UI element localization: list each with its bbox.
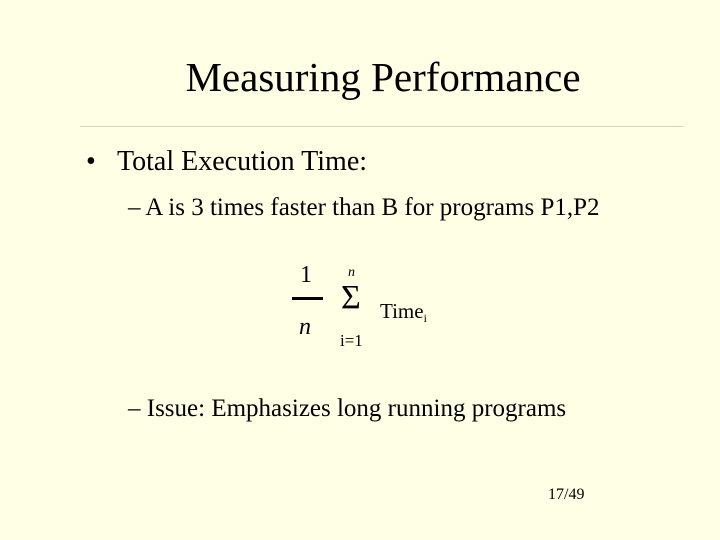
term-text: Time bbox=[380, 299, 424, 323]
fraction-bar bbox=[292, 297, 323, 300]
bullet-text: Total Execution Time: bbox=[117, 146, 368, 177]
term-subscript: i bbox=[423, 311, 427, 325]
slide-title: Measuring Performance bbox=[185, 54, 581, 100]
formula-numerator: 1 bbox=[300, 262, 312, 288]
bullet-icon: • bbox=[86, 146, 96, 177]
sum-lower-limit: i=1 bbox=[340, 331, 363, 350]
page-number: 17/49 bbox=[548, 486, 585, 503]
sub-point-issue: – Issue: Emphasizes long running program… bbox=[128, 395, 567, 422]
title-divider bbox=[80, 126, 684, 127]
bullet-item: • Total Execution Time: bbox=[86, 145, 367, 179]
sigma-symbol: Σ bbox=[341, 279, 361, 316]
formula-term: Timei bbox=[380, 299, 427, 330]
formula-denominator: n bbox=[299, 314, 311, 340]
sub-point-speedup: – A is 3 times faster than B for program… bbox=[128, 194, 600, 221]
sum-upper-limit: n bbox=[348, 265, 355, 280]
